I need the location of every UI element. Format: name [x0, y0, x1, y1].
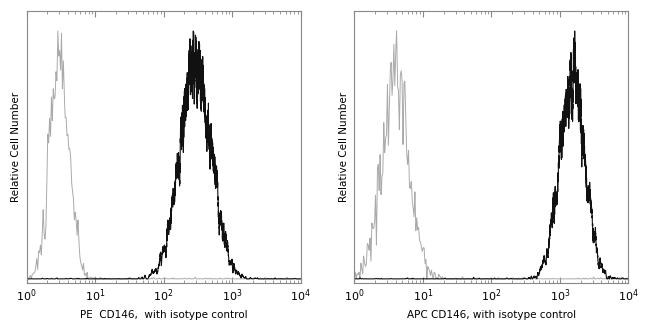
X-axis label: APC CD146, with isotype control: APC CD146, with isotype control [407, 310, 576, 320]
X-axis label: PE  CD146,  with isotype control: PE CD146, with isotype control [80, 310, 248, 320]
Y-axis label: Relative Cell Number: Relative Cell Number [339, 92, 349, 202]
Y-axis label: Relative Cell Number: Relative Cell Number [11, 92, 21, 202]
